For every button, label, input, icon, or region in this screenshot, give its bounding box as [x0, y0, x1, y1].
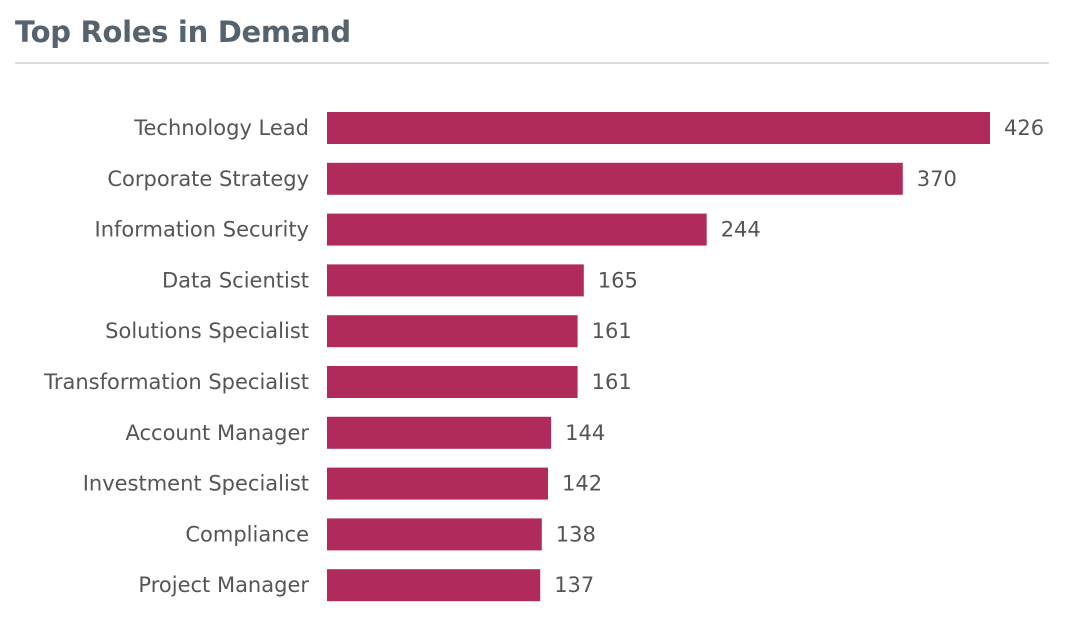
bar [327, 112, 990, 144]
bar [327, 518, 542, 551]
category-label: Information Security [95, 218, 309, 242]
value-label: 144 [565, 421, 605, 445]
category-label: Account Manager [125, 421, 309, 445]
bar [327, 416, 552, 449]
bar [327, 467, 548, 500]
bar [327, 264, 584, 297]
category-label: Investment Specialist [83, 472, 309, 496]
category-label: Transformation Specialist [43, 370, 309, 394]
bar [327, 315, 578, 348]
value-label: 138 [556, 522, 596, 546]
title-divider [15, 62, 1049, 64]
value-label: 426 [1004, 116, 1044, 140]
bar [327, 569, 541, 602]
category-label: Solutions Specialist [105, 319, 309, 343]
value-label: 161 [592, 370, 632, 394]
value-label: 370 [917, 167, 957, 191]
chart-title: Top Roles in Demand [15, 15, 351, 49]
bar [327, 213, 707, 246]
category-label: Corporate Strategy [107, 167, 309, 191]
bar [327, 366, 578, 398]
value-label: 161 [592, 319, 632, 343]
value-label: 142 [562, 472, 602, 496]
value-label: 165 [598, 268, 638, 292]
bar [327, 162, 903, 195]
category-label: Compliance [185, 522, 309, 546]
category-label: Data Scientist [162, 268, 309, 292]
category-label: Project Manager [138, 573, 309, 597]
category-label: Technology Lead [133, 116, 309, 140]
value-label: 137 [554, 573, 594, 597]
value-label: 244 [721, 218, 761, 242]
